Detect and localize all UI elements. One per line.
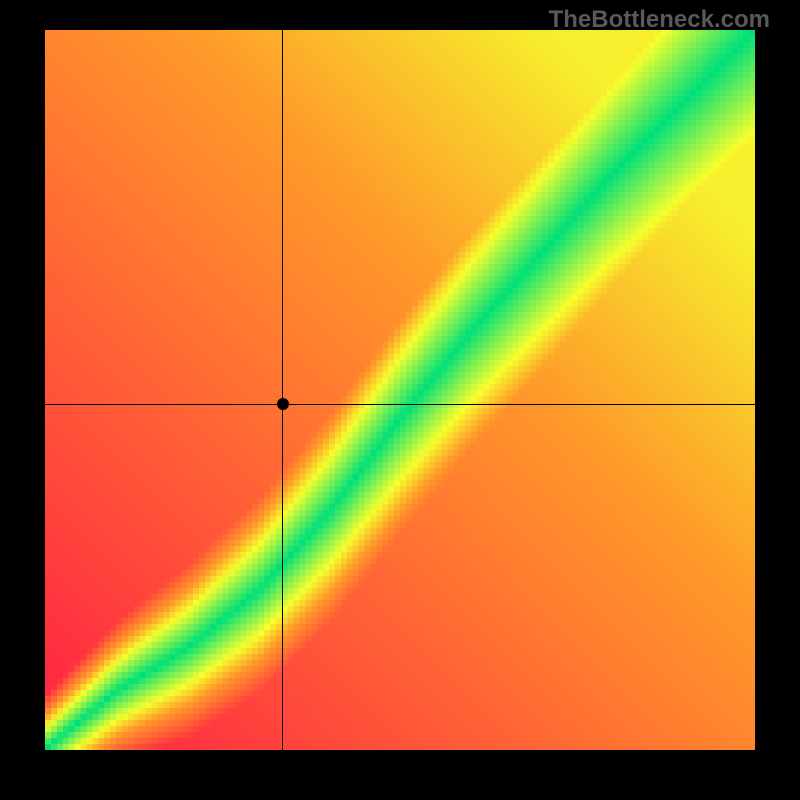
crosshair-marker	[277, 398, 289, 410]
crosshair-vertical	[282, 30, 283, 750]
heatmap-plot-area	[45, 30, 755, 750]
crosshair-horizontal	[45, 404, 755, 405]
brand-watermark: TheBottleneck.com	[549, 6, 770, 34]
heatmap-canvas	[45, 30, 755, 750]
